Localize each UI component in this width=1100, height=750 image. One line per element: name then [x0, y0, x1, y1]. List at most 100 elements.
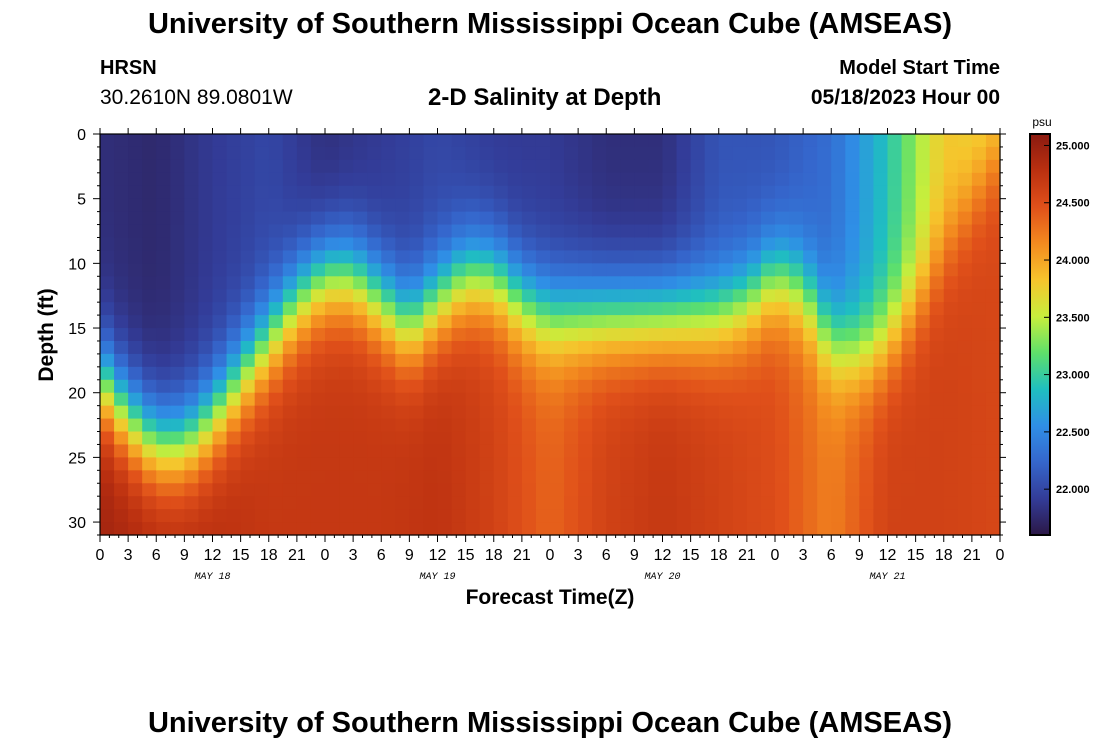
heatmap-cell	[634, 444, 650, 458]
heatmap-cell	[535, 379, 551, 394]
heatmap-cell	[535, 237, 551, 252]
heatmap-cell	[775, 509, 790, 523]
x-tick-label: 12	[654, 547, 672, 564]
heatmap-cell	[437, 366, 453, 381]
heatmap-cell	[367, 353, 382, 368]
heatmap-cell	[929, 353, 945, 368]
heatmap-cell	[423, 392, 439, 407]
heatmap-cell	[760, 418, 776, 433]
heatmap-cell	[845, 146, 860, 161]
heatmap-cell	[929, 237, 945, 252]
heatmap-cell	[437, 418, 453, 433]
heatmap-cell	[915, 263, 931, 277]
heatmap-cell	[760, 237, 776, 252]
heatmap-cell	[606, 431, 621, 446]
heatmap-cell	[634, 483, 650, 497]
heatmap-cell	[803, 237, 818, 252]
heatmap-cell	[859, 483, 875, 497]
heatmap-cell	[240, 509, 256, 523]
heatmap-cell	[535, 328, 551, 342]
heatmap-cell	[128, 392, 143, 407]
heatmap-cells	[100, 134, 1001, 536]
heatmap-cell	[296, 379, 312, 394]
heatmap-cell	[465, 159, 481, 174]
heatmap-cell	[423, 172, 439, 187]
heatmap-cell	[845, 366, 860, 381]
heatmap-cell	[831, 315, 846, 329]
heatmap-cell	[198, 302, 214, 316]
heatmap-cell	[493, 315, 509, 329]
heatmap-cell	[521, 276, 537, 290]
heatmap-cell	[114, 328, 129, 342]
heatmap-cell	[620, 328, 635, 342]
heatmap-cell	[409, 198, 425, 213]
heatmap-cell	[592, 328, 607, 342]
heatmap-cell	[592, 392, 607, 407]
heatmap-cell	[465, 522, 481, 536]
heatmap-cell	[507, 224, 523, 239]
heatmap-cell	[142, 353, 157, 368]
heatmap-cell	[535, 185, 551, 200]
heatmap-cell	[915, 250, 931, 264]
heatmap-cell	[507, 198, 523, 213]
heatmap-cell	[564, 172, 579, 187]
heatmap-cell	[676, 211, 692, 226]
heatmap-cell	[550, 457, 565, 471]
heatmap-cell	[803, 146, 818, 161]
heatmap-cell	[212, 185, 228, 200]
heatmap-cell	[704, 509, 720, 523]
heatmap-cell	[465, 198, 481, 213]
heatmap-cell	[929, 405, 945, 420]
heatmap-cell	[718, 263, 734, 277]
heatmap-cell	[310, 392, 326, 407]
heatmap-cell	[676, 237, 692, 252]
heatmap-cell	[704, 198, 720, 213]
heatmap-cell	[156, 328, 171, 342]
heatmap-cell	[409, 172, 425, 187]
heatmap-cell	[732, 457, 748, 471]
heatmap-cell	[493, 146, 509, 161]
heatmap-cell	[100, 470, 115, 484]
heatmap-cell	[409, 444, 425, 458]
heatmap-cell	[690, 392, 706, 407]
heatmap-cell	[535, 509, 551, 523]
heatmap-cell	[732, 509, 748, 523]
heatmap-cell	[465, 470, 481, 484]
heatmap-cell	[268, 470, 284, 484]
heatmap-cell	[873, 263, 889, 277]
heatmap-cell	[339, 211, 354, 226]
heatmap-cell	[282, 328, 298, 342]
heatmap-cell	[957, 366, 973, 381]
heatmap-cell	[423, 444, 439, 458]
heatmap-cell	[845, 134, 860, 148]
heatmap-cell	[775, 146, 790, 161]
heatmap-cell	[634, 276, 650, 290]
heatmap-cell	[353, 379, 368, 394]
heatmap-cell	[142, 211, 157, 226]
heatmap-cell	[887, 340, 903, 355]
heatmap-cell	[957, 224, 973, 239]
heatmap-cell	[817, 392, 832, 407]
heatmap-cell	[564, 198, 579, 213]
heatmap-cell	[971, 315, 987, 329]
heatmap-cell	[943, 496, 959, 510]
heatmap-cell	[564, 483, 579, 497]
heatmap-cell	[310, 289, 326, 303]
heatmap-cell	[535, 366, 551, 381]
heatmap-cell	[957, 172, 973, 187]
heatmap-cell	[381, 431, 396, 446]
heatmap-cell	[817, 224, 832, 239]
heatmap-cell	[620, 509, 635, 523]
heatmap-cell	[282, 509, 298, 523]
heatmap-cell	[240, 366, 256, 381]
heatmap-cell	[704, 276, 720, 290]
heatmap-cell	[985, 211, 1001, 226]
heatmap-cell	[845, 224, 860, 239]
heatmap-cell	[310, 237, 326, 252]
heatmap-cell	[971, 444, 987, 458]
heatmap-cell	[226, 366, 242, 381]
heatmap-cell	[100, 198, 115, 213]
heatmap-cell	[493, 340, 509, 355]
heatmap-cell	[353, 289, 368, 303]
heatmap-cell	[662, 353, 678, 368]
